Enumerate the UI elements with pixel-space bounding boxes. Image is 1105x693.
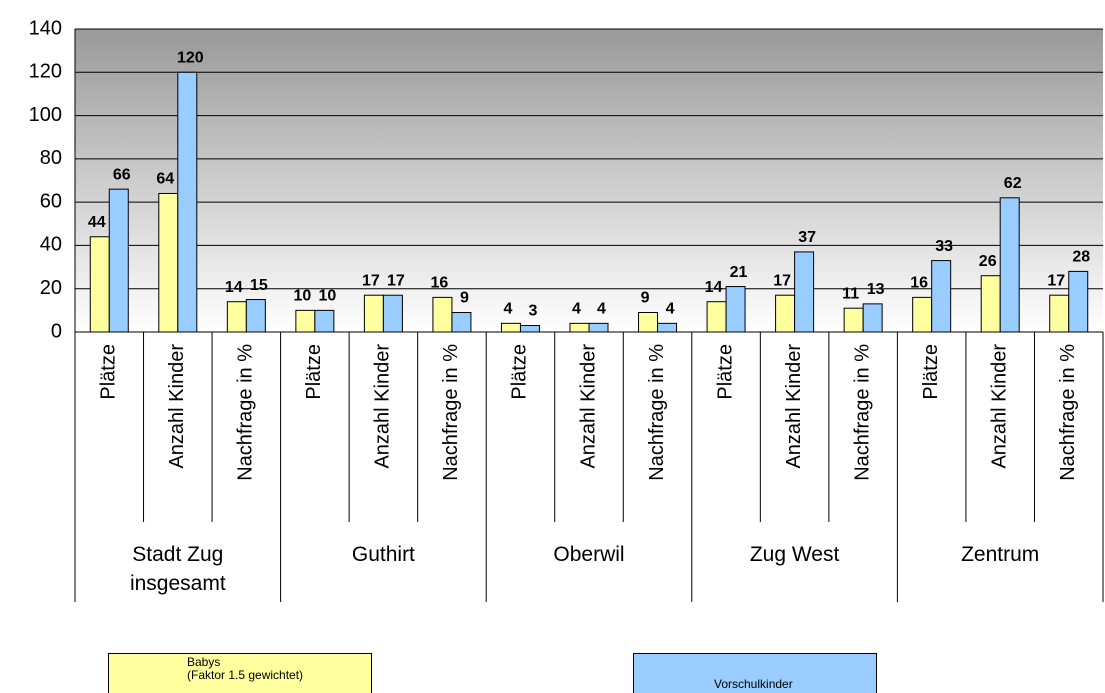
bar bbox=[794, 251, 815, 333]
bar bbox=[725, 286, 746, 333]
bar bbox=[638, 312, 659, 333]
legend-entry: Vorschulkinder bbox=[633, 653, 877, 693]
x-tick-label: Anzahl Kinder bbox=[783, 344, 805, 469]
y-tick-label: 100 bbox=[29, 104, 62, 126]
bar bbox=[980, 275, 1001, 333]
x-tick-label: Anzahl Kinder bbox=[988, 344, 1010, 469]
bar bbox=[295, 309, 316, 333]
data-label: 120 bbox=[177, 50, 204, 67]
data-label: 33 bbox=[935, 238, 953, 255]
bar bbox=[1049, 294, 1070, 333]
data-label: 4 bbox=[572, 301, 581, 318]
group-label: Oberwil bbox=[553, 543, 625, 566]
bar bbox=[519, 325, 540, 333]
bar bbox=[451, 312, 472, 333]
y-tick-label: 60 bbox=[40, 190, 62, 212]
x-tick-label: Anzahl Kinder bbox=[577, 344, 599, 469]
data-label: 21 bbox=[730, 264, 748, 281]
data-label: 4 bbox=[597, 301, 606, 318]
x-tick-label: Plätze bbox=[714, 344, 736, 400]
group-label: Zentrum bbox=[961, 543, 1040, 566]
bar bbox=[912, 296, 933, 333]
bar bbox=[931, 260, 952, 333]
bar bbox=[706, 301, 727, 333]
x-tick-label: Nachfrage in % bbox=[646, 344, 668, 481]
y-tick-label: 20 bbox=[40, 277, 62, 299]
group-label: Guthirt bbox=[351, 543, 415, 566]
data-label: 16 bbox=[431, 275, 449, 292]
x-tick-label: Plätze bbox=[509, 344, 531, 400]
data-label: 17 bbox=[773, 272, 791, 289]
y-tick-label: 140 bbox=[29, 17, 62, 39]
y-tick-label: 120 bbox=[29, 61, 62, 83]
data-label: 17 bbox=[362, 272, 380, 289]
bar bbox=[500, 322, 521, 333]
data-label: 28 bbox=[1072, 249, 1090, 266]
y-tick-label: 80 bbox=[40, 147, 62, 169]
data-label: 3 bbox=[529, 303, 538, 320]
group-label: Zug West bbox=[749, 543, 840, 566]
x-tick-label: Anzahl Kinder bbox=[166, 344, 188, 469]
data-label: 44 bbox=[88, 214, 106, 231]
data-label: 13 bbox=[867, 281, 885, 298]
data-label: 14 bbox=[225, 279, 243, 296]
bar bbox=[89, 236, 110, 333]
group-label: Stadt Zug insgesamt bbox=[129, 543, 226, 595]
data-label: 4 bbox=[504, 301, 513, 318]
legend-entry: Babys (Faktor 1.5 gewichtet) bbox=[108, 653, 372, 693]
bar bbox=[1068, 270, 1089, 333]
bar bbox=[363, 294, 384, 333]
bar bbox=[177, 71, 198, 333]
data-label: 26 bbox=[979, 253, 997, 270]
data-label: 37 bbox=[798, 229, 816, 246]
bar bbox=[657, 322, 678, 333]
data-label: 4 bbox=[666, 301, 675, 318]
x-tick-label: Plätze bbox=[98, 344, 120, 400]
bar bbox=[245, 299, 266, 333]
data-label: 10 bbox=[318, 288, 336, 305]
data-label: 64 bbox=[156, 171, 174, 188]
bar bbox=[108, 188, 129, 333]
bar bbox=[382, 294, 403, 333]
x-tick-label: Anzahl Kinder bbox=[372, 344, 394, 469]
data-label: 10 bbox=[293, 288, 311, 305]
data-label: 16 bbox=[910, 275, 928, 292]
bar bbox=[588, 322, 609, 333]
bar bbox=[158, 192, 179, 333]
bar bbox=[226, 301, 247, 333]
data-label: 17 bbox=[387, 272, 405, 289]
y-tick-label: 40 bbox=[40, 234, 62, 256]
x-tick-label: Nachfrage in % bbox=[235, 344, 257, 481]
data-label: 11 bbox=[842, 285, 859, 302]
bar bbox=[862, 303, 883, 333]
bar bbox=[843, 307, 864, 333]
bar bbox=[775, 294, 796, 333]
x-tick-label: Plätze bbox=[303, 344, 325, 400]
data-label: 66 bbox=[113, 166, 131, 183]
bar bbox=[569, 322, 590, 333]
x-tick-label: Nachfrage in % bbox=[851, 344, 873, 481]
data-label: 15 bbox=[250, 277, 268, 294]
bar bbox=[432, 296, 453, 333]
data-label: 62 bbox=[1004, 175, 1022, 192]
y-tick-label: 0 bbox=[51, 320, 62, 342]
bar bbox=[314, 309, 335, 333]
data-label: 14 bbox=[705, 279, 723, 296]
x-tick-label: Nachfrage in % bbox=[1057, 344, 1079, 481]
x-tick-label: Nachfrage in % bbox=[440, 344, 462, 481]
x-tick-label: Plätze bbox=[920, 344, 942, 400]
bar bbox=[999, 197, 1020, 333]
data-label: 9 bbox=[460, 290, 469, 307]
data-label: 17 bbox=[1047, 272, 1065, 289]
data-label: 9 bbox=[641, 290, 650, 307]
